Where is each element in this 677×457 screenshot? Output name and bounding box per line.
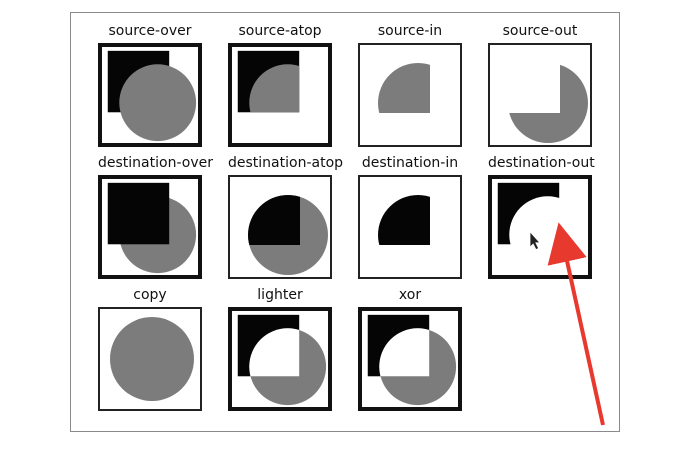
canvas-source-atop	[228, 43, 332, 147]
source-circle	[110, 317, 194, 401]
canvas-destination-atop	[228, 175, 332, 279]
canvas-destination-out	[488, 175, 592, 279]
cell-source-out: source-out	[488, 21, 592, 149]
label-xor: xor	[398, 287, 422, 303]
cell-xor: xor	[358, 285, 462, 413]
canvas-lighter	[228, 307, 332, 411]
cell-destination-over: destination-over	[98, 153, 213, 281]
label-destination-over: destination-over	[98, 155, 213, 171]
destination-square	[378, 195, 430, 245]
destination-square	[497, 182, 560, 245]
overlap-region	[379, 328, 430, 377]
canvas-source-out	[488, 43, 592, 147]
cell-destination-in: destination-in	[358, 153, 462, 281]
label-source-atop: source-atop	[238, 23, 322, 39]
canvas-source-in	[358, 43, 462, 147]
cell-destination-atop: destination-atop	[228, 153, 344, 281]
cell-source-over: source-over	[98, 21, 202, 149]
canvas-source-over	[98, 43, 202, 147]
label-source-in: source-in	[377, 23, 443, 39]
canvas-xor	[358, 307, 462, 411]
overlap-region	[249, 328, 300, 377]
label-source-out: source-out	[502, 23, 578, 39]
source-circle	[378, 63, 430, 113]
source-circle	[249, 64, 300, 113]
label-source-over: source-over	[108, 23, 192, 39]
source-circle	[508, 63, 588, 143]
label-destination-atop: destination-atop	[228, 155, 344, 171]
source-circle	[119, 64, 197, 142]
destination-square	[107, 182, 170, 245]
cell-source-in: source-in	[358, 21, 462, 149]
cell-copy: copy	[98, 285, 202, 413]
canvas-destination-in	[358, 175, 462, 279]
cell-lighter: lighter	[228, 285, 332, 413]
destination-square	[248, 195, 300, 245]
label-destination-in: destination-in	[361, 155, 459, 171]
label-destination-out: destination-out	[488, 155, 595, 171]
composite-operations-figure: source-over source-atop source-in	[70, 12, 620, 432]
cell-destination-out: destination-out	[488, 153, 595, 281]
label-copy: copy	[133, 287, 167, 303]
cursor-icon	[530, 232, 540, 250]
cell-source-atop: source-atop	[228, 21, 332, 149]
label-lighter: lighter	[257, 287, 303, 303]
canvas-destination-over	[98, 175, 202, 279]
canvas-copy	[98, 307, 202, 411]
